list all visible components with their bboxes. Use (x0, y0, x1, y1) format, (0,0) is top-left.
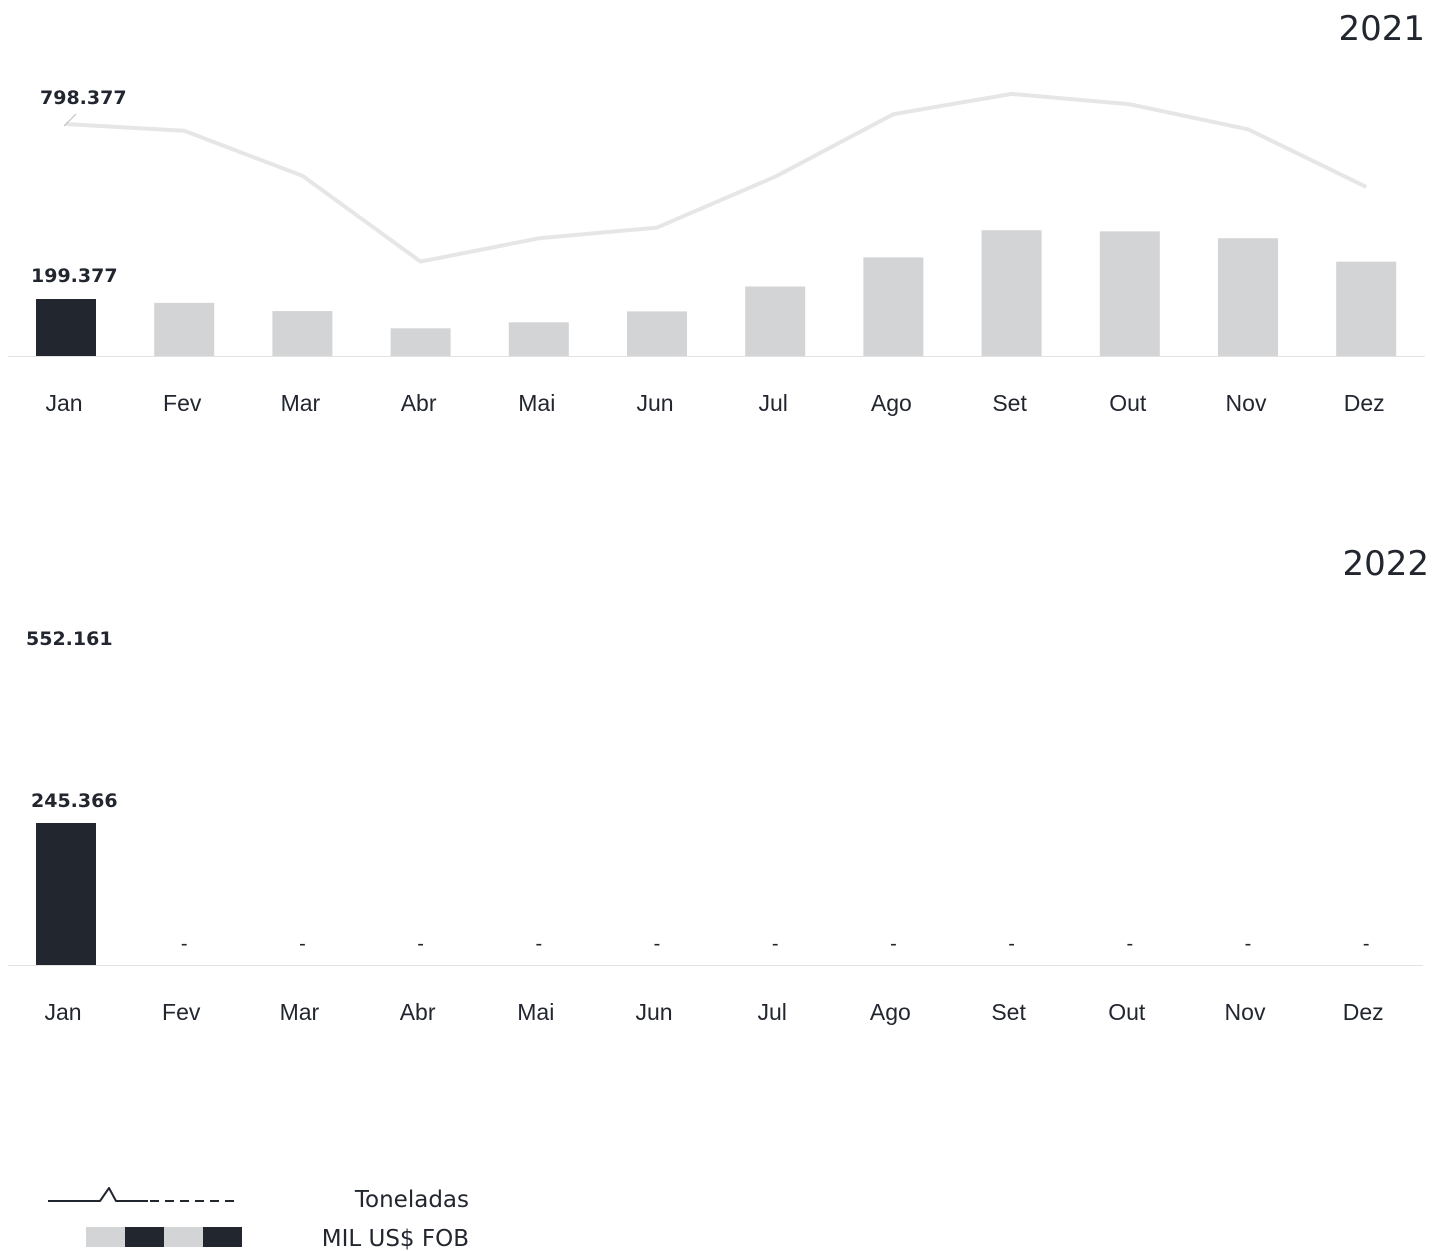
bar-2021-out (1099, 231, 1160, 356)
missing-label-2022-nov: - (1245, 933, 1252, 955)
missing-label-2022-fev: - (181, 933, 188, 955)
x-tick-2021-ago: Ago (871, 390, 912, 416)
chart-2021-line-series (65, 91, 1368, 264)
x-tick-2022-nov: Nov (1225, 999, 1266, 1025)
legend-bar-label: MIL US$ FOB (322, 1226, 469, 1251)
legend-line-label: Toneladas (354, 1187, 469, 1213)
x-tick-2022-out: Out (1108, 999, 1146, 1025)
x-tick-2021-jul: Jul (758, 390, 787, 416)
legend: Toneladas MIL US$ FOB (48, 1187, 469, 1251)
bar-2021-mai (508, 322, 569, 356)
chart-2021-line-data-label: 798.377 (40, 87, 127, 109)
missing-label-2022-jul: - (772, 933, 779, 955)
x-tick-2022-ago: Ago (870, 999, 911, 1025)
chart-2021-title: 2021 (1338, 9, 1425, 49)
bar-2021-fev (154, 302, 215, 356)
missing-label-2022-dez: - (1363, 933, 1370, 955)
bar-2021-set (981, 230, 1042, 356)
missing-label-2022-set: - (1008, 933, 1015, 955)
legend-bar-swatch-segment (86, 1227, 125, 1247)
x-tick-2022-jan: Jan (44, 999, 81, 1025)
legend-bar-swatch (86, 1227, 242, 1247)
legend-bar-swatch-segment (203, 1227, 242, 1247)
legend-line-swatch (48, 1187, 240, 1202)
x-tick-2022-mar: Mar (280, 999, 320, 1025)
missing-label-2022-mai: - (535, 933, 542, 955)
bar-2021-nov (1218, 238, 1278, 356)
bar-2021-abr (390, 328, 451, 356)
bar-2021-jul (745, 286, 806, 356)
chart-2021-bars (36, 230, 1397, 356)
missing-label-2022-mar: - (299, 933, 306, 955)
chart-2021-line-label-leader (63, 113, 77, 127)
x-tick-2021-fev: Fev (163, 390, 202, 416)
x-tick-2022-mai: Mai (517, 999, 554, 1025)
chart-2022-missing-labels: ----------- (181, 933, 1370, 955)
legend-bar-swatch-segment (164, 1227, 203, 1247)
x-tick-2022-abr: Abr (400, 999, 436, 1025)
missing-label-2022-abr: - (417, 933, 424, 955)
chart-2021-x-tick-labels: Jan Fev Mar Abr Mai Jun Jul Ago Set Out Nov Dez (45, 390, 1384, 416)
missing-label-2022-out: - (1126, 933, 1133, 955)
x-tick-2021-dez: Dez (1344, 390, 1385, 416)
x-tick-2022-jun: Jun (635, 999, 672, 1025)
bar-2021-jun (627, 311, 687, 356)
x-tick-2021-jan: Jan (45, 390, 82, 416)
x-tick-2022-jul: Jul (757, 999, 786, 1025)
missing-label-2022-ago: - (890, 933, 897, 955)
bar-2021-mar (272, 311, 333, 356)
chart-2021: 2021 798.377 199.377 Jan Fev Mar Abr Mai Jun J… (8, 9, 1425, 416)
x-tick-2021-nov: Nov (1226, 390, 1267, 416)
bar-2021-jan (36, 299, 96, 356)
legend-bar-swatch-segment (125, 1227, 164, 1247)
x-tick-2021-mar: Mar (281, 390, 321, 416)
chart-2022-line-data-label: 552.161 (26, 628, 113, 650)
x-tick-2021-jun: Jun (636, 390, 673, 416)
chart-2021-bar-data-label: 199.377 (31, 265, 118, 287)
missing-label-2022-jun: - (654, 933, 661, 955)
chart-2022-title: 2022 (1342, 544, 1429, 584)
bar-2021-dez (1336, 261, 1397, 356)
chart-2022-bar-data-label: 245.366 (31, 790, 118, 812)
x-tick-2022-set: Set (991, 999, 1026, 1025)
x-tick-2021-mai: Mai (518, 390, 555, 416)
chart-2022-bars (36, 823, 96, 965)
chart-2022: 2022 552.161 245.366 - - - - - - - - - - - Jan Fev M… (8, 544, 1429, 1025)
x-tick-2021-set: Set (992, 390, 1027, 416)
bar-2021-ago (863, 257, 924, 356)
x-tick-2022-dez: Dez (1343, 999, 1384, 1025)
x-tick-2021-out: Out (1109, 390, 1147, 416)
x-tick-2022-fev: Fev (162, 999, 201, 1025)
chart-2022-x-tick-labels: Jan Fev Mar Abr Mai Jun Jul Ago Set Out Nov Dez (44, 999, 1383, 1025)
bar-2022-jan (36, 823, 96, 965)
x-tick-2021-abr: Abr (401, 390, 437, 416)
